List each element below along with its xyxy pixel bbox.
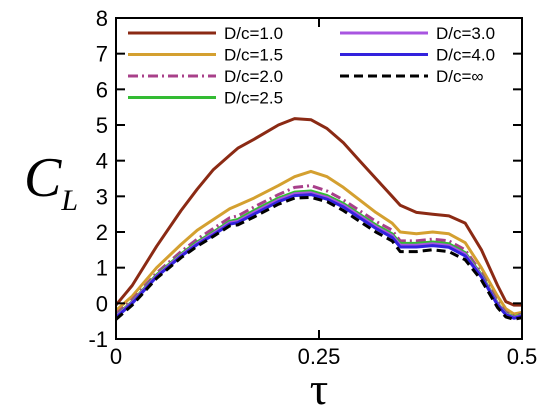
x-tick-label: 0.25 [298,344,341,369]
legend-label-6: D/c=∞ [436,67,484,86]
y-tick-label: 8 [96,6,108,31]
y-tick-label: 7 [96,42,108,67]
y-tick-label: 4 [96,149,108,174]
y-axis-title-main: C [24,147,62,209]
y-tick-label: 0 [96,291,108,316]
series-layer [114,117,523,321]
series-line-0 [114,117,522,307]
y-tick-label: 3 [96,184,108,209]
legend-label-1: D/c=1.5 [224,46,283,65]
legend-label-2: D/c=2.0 [224,67,283,86]
y-tick-label: 2 [96,220,108,245]
series-line-6 [115,195,523,321]
x-tick-label: 0.5 [507,344,538,369]
series-line-1 [115,169,523,316]
y-axis-title-subscript: L [60,184,78,217]
legend-label-3: D/c=2.5 [224,89,283,108]
y-axis-title: CL [24,147,78,217]
legend-label-4: D/c=3.0 [436,24,495,43]
y-tick-label: 1 [96,256,108,281]
y-tick-label: 5 [96,113,108,138]
legend-layer: D/c=1.0 D/c=1.5 D/c=2.0 D/c=2.5 D/c=3.0 D/c=4… [128,24,495,108]
x-axis-title: τ [310,363,329,414]
legend-label-0: D/c=1.0 [224,24,283,43]
x-tick-label: 0 [110,344,122,369]
legend-label-5: D/c=4.0 [436,46,495,65]
y-tick-label: -1 [88,327,108,352]
y-tick-label: 6 [96,77,108,102]
